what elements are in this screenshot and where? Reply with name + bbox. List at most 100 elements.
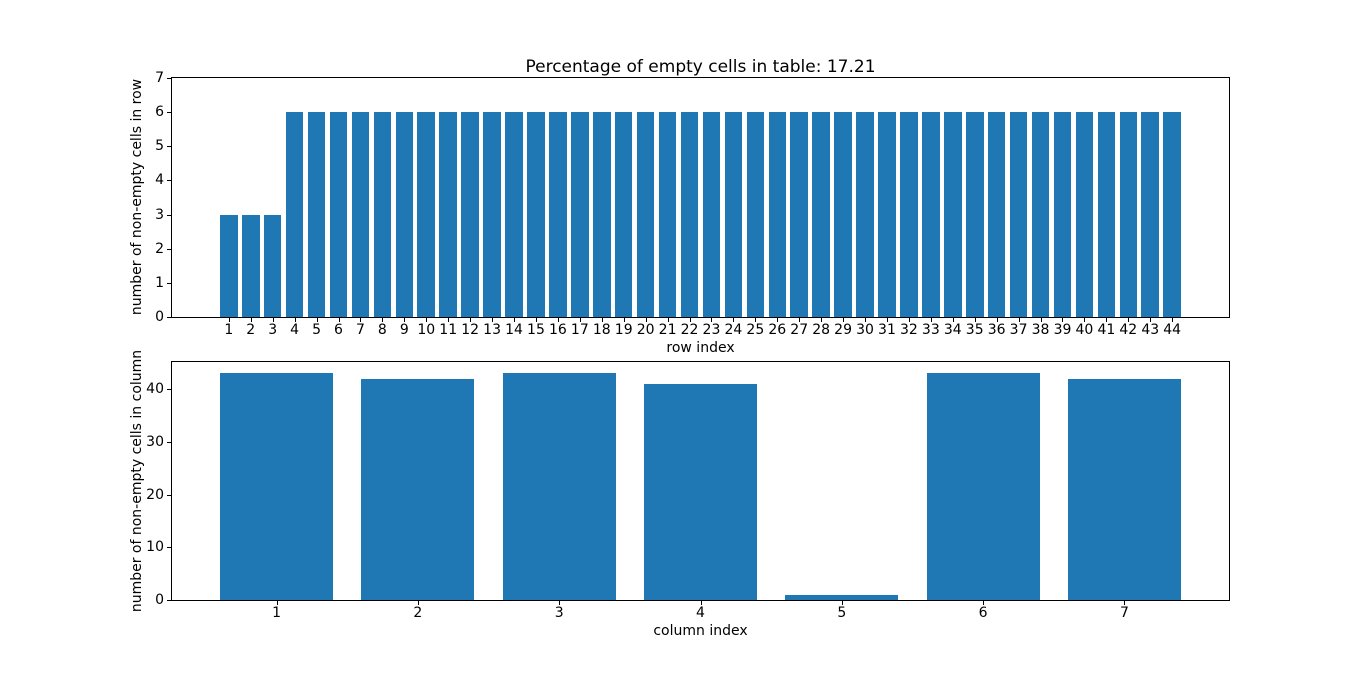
y-tick-label: 30 xyxy=(146,433,164,450)
x-tick-mark xyxy=(700,601,702,605)
bar xyxy=(636,112,655,317)
x-tick-label: 32 xyxy=(899,322,918,338)
x-tick-label: 5 xyxy=(837,605,847,621)
bar xyxy=(220,373,334,600)
x-tick-label: 2 xyxy=(246,322,256,338)
x-tick-label: 10 xyxy=(417,322,436,338)
y-tick-mark xyxy=(167,389,171,391)
x-tick-mark xyxy=(711,318,713,322)
x-tick-label: 1 xyxy=(224,322,234,338)
bar xyxy=(571,112,589,317)
x-tick-mark xyxy=(841,601,843,605)
x-tick-label: 22 xyxy=(680,322,699,338)
y-tick-label: 5 xyxy=(155,138,164,155)
x-tick-mark xyxy=(579,318,581,322)
y-tick-label: 0 xyxy=(155,592,164,608)
x-tick-label: 39 xyxy=(1053,322,1072,338)
x-tick-mark xyxy=(952,318,954,322)
x-tick-mark xyxy=(250,318,252,322)
x-tick-label: 18 xyxy=(592,322,611,338)
x-tick-mark xyxy=(417,601,419,605)
bar xyxy=(1163,112,1181,317)
bar xyxy=(856,112,874,317)
x-tick-label: 5 xyxy=(312,322,322,338)
bar xyxy=(417,112,436,317)
bar xyxy=(502,373,616,600)
y-tick-mark xyxy=(167,214,171,216)
x-tick-label: 43 xyxy=(1141,322,1160,338)
y-tick-label: 40 xyxy=(146,381,164,398)
x-tick-label: 42 xyxy=(1119,322,1138,338)
chart-title: Percentage of empty cells in table: 17.2… xyxy=(525,57,876,77)
x-tick-mark xyxy=(667,318,669,322)
x-tick-label: 36 xyxy=(987,322,1006,338)
x-tick-label: 30 xyxy=(856,322,874,338)
x-tick-mark xyxy=(426,318,428,322)
x-tick-mark xyxy=(799,318,801,322)
x-tick-label: 21 xyxy=(658,322,677,338)
bar xyxy=(351,112,370,317)
y-tick-mark xyxy=(167,547,171,549)
x-tick-label: 7 xyxy=(1119,605,1129,621)
x-tick-mark xyxy=(492,318,494,322)
x-tick-mark xyxy=(470,318,472,322)
x-tick-label: 44 xyxy=(1163,322,1182,338)
y-tick-mark xyxy=(167,282,171,284)
x-tick-label: 28 xyxy=(812,322,831,338)
row-chart-x-axis-label: row index xyxy=(666,340,735,356)
x-tick-mark xyxy=(886,318,888,322)
x-tick-label: 25 xyxy=(746,322,765,338)
y-tick-mark xyxy=(167,248,171,250)
x-tick-label: 3 xyxy=(268,322,278,338)
bar xyxy=(307,112,326,317)
y-tick-mark xyxy=(167,112,171,114)
bar xyxy=(614,112,633,317)
y-tick-label: 1 xyxy=(155,274,164,291)
x-tick-mark xyxy=(272,318,274,322)
bar xyxy=(812,112,830,317)
bar xyxy=(790,112,808,317)
column-chart-y-axis-label: number of non-empty cells in column xyxy=(129,349,145,613)
bar xyxy=(746,112,765,317)
x-tick-label: 26 xyxy=(768,322,787,338)
bar xyxy=(395,112,414,317)
x-tick-label: 11 xyxy=(439,322,458,338)
x-tick-mark xyxy=(623,318,625,322)
bar xyxy=(549,112,567,317)
x-tick-mark xyxy=(1150,318,1152,322)
x-tick-label: 41 xyxy=(1097,322,1116,338)
x-tick-label: 4 xyxy=(290,322,300,338)
x-tick-label: 2 xyxy=(413,605,423,621)
x-tick-mark xyxy=(448,318,450,322)
y-tick-label: 6 xyxy=(155,104,164,121)
x-tick-label: 4 xyxy=(696,605,705,621)
x-tick-label: 37 xyxy=(1009,322,1028,338)
bar xyxy=(1009,112,1028,317)
y-tick-label: 7 xyxy=(155,70,164,86)
x-tick-label: 24 xyxy=(724,322,743,338)
x-tick-mark xyxy=(1128,318,1130,322)
x-tick-label: 29 xyxy=(834,322,853,338)
x-tick-label: 1 xyxy=(272,605,282,621)
bar xyxy=(527,112,545,317)
x-tick-mark xyxy=(645,318,647,322)
column-chart-axes: 1 2 3 4 5 6 7 0 10 20 30 40 xyxy=(146,361,1230,620)
x-tick-mark xyxy=(777,318,779,322)
x-tick-mark xyxy=(557,318,559,322)
x-tick-label: 34 xyxy=(943,322,962,338)
row-chart-y-axis-label: number of non-empty cells in row xyxy=(129,78,145,316)
y-tick-mark xyxy=(167,494,171,496)
x-tick-mark xyxy=(1062,318,1064,322)
bar xyxy=(593,112,611,317)
x-tick-mark xyxy=(983,601,985,605)
x-tick-mark xyxy=(316,318,318,322)
x-tick-mark xyxy=(908,318,910,322)
bar xyxy=(1119,112,1138,317)
x-tick-mark xyxy=(601,318,603,322)
x-tick-mark xyxy=(843,318,845,322)
x-tick-label: 23 xyxy=(702,322,721,338)
bar xyxy=(373,112,392,317)
x-tick-mark xyxy=(1106,318,1108,322)
x-tick-label: 9 xyxy=(399,322,409,338)
bar xyxy=(329,112,348,317)
